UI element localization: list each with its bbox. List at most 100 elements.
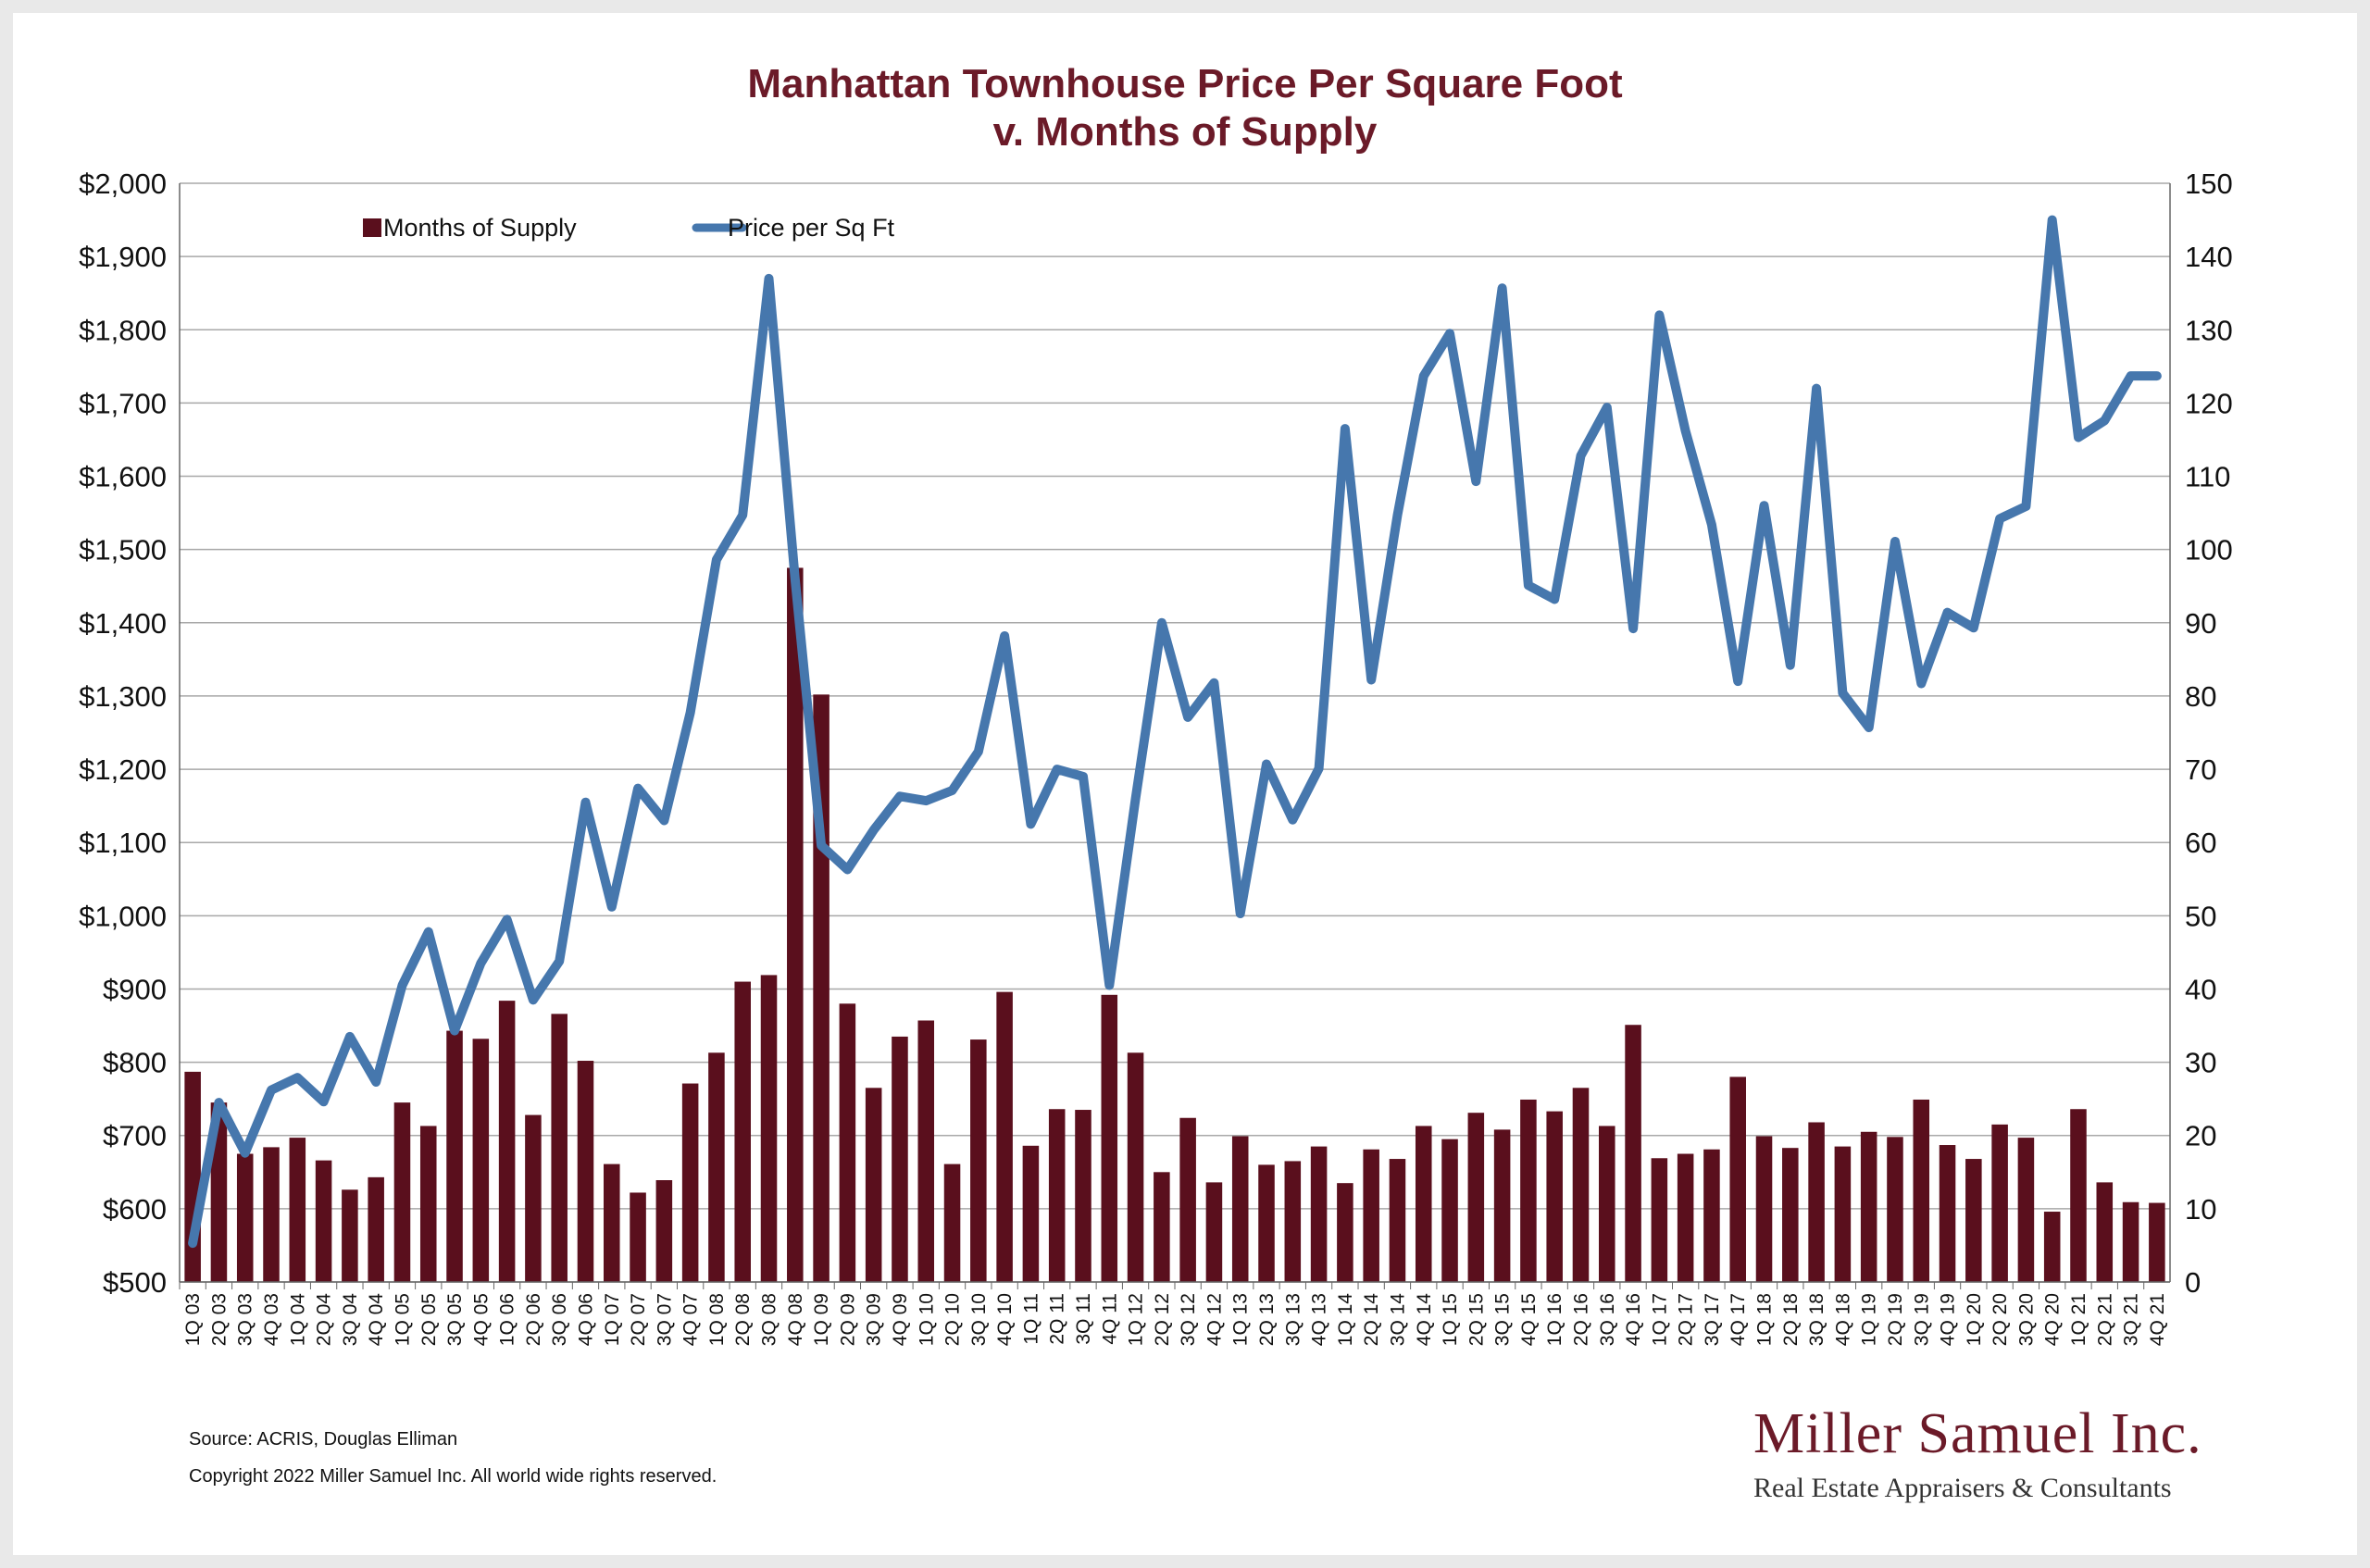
- bar: [1205, 1182, 1223, 1282]
- x-tick-label: 2Q 17: [1676, 1293, 1697, 1346]
- x-tick-label: 1Q 10: [916, 1293, 937, 1346]
- bar: [1572, 1088, 1590, 1282]
- x-tick-label: 3Q 03: [235, 1293, 256, 1346]
- bar: [1703, 1149, 1720, 1282]
- y-left-tick-label: $1,200: [79, 753, 167, 786]
- x-tick-label: 1Q 13: [1230, 1293, 1252, 1346]
- x-tick-label: 4Q 11: [1099, 1293, 1120, 1345]
- y-right-tick-label: 20: [2185, 1120, 2216, 1152]
- bar: [2096, 1182, 2114, 1282]
- bar: [1677, 1153, 1694, 1282]
- x-tick-label: 4Q 20: [2042, 1293, 2064, 1346]
- x-tick-label: 2Q 21: [2094, 1293, 2115, 1346]
- x-tick-label: 4Q 08: [785, 1293, 806, 1346]
- bar: [1520, 1099, 1537, 1282]
- bar: [1127, 1052, 1144, 1282]
- y-left-tick-label: $700: [103, 1120, 167, 1152]
- bar: [551, 1014, 568, 1282]
- bar: [1179, 1117, 1196, 1282]
- x-tick-label: 3Q 16: [1597, 1293, 1618, 1346]
- legend-label-months-of-supply: Months of Supply: [383, 214, 577, 242]
- x-tick-label: 2Q 15: [1466, 1293, 1487, 1346]
- x-tick-label: 4Q 19: [1938, 1293, 1959, 1346]
- bar: [419, 1126, 437, 1282]
- x-tick-label: 2Q 06: [523, 1293, 544, 1346]
- y-right-tick-label: 100: [2185, 534, 2233, 566]
- y-right-tick-label: 140: [2185, 241, 2233, 273]
- bar: [996, 991, 1013, 1282]
- x-tick-label: 4Q 21: [2147, 1293, 2168, 1346]
- bar: [734, 981, 751, 1282]
- y-right-tick-label: 60: [2185, 827, 2216, 859]
- bar: [655, 1180, 673, 1282]
- x-tick-label: 2Q 12: [1152, 1293, 1173, 1346]
- bar: [1415, 1126, 1432, 1282]
- bar: [1599, 1126, 1615, 1282]
- x-tick-label: 1Q 05: [392, 1293, 413, 1346]
- y-left-tick-label: $500: [103, 1266, 167, 1299]
- bar: [1022, 1145, 1040, 1282]
- bar: [1467, 1113, 1485, 1282]
- line-price-per-sqft: [188, 215, 2162, 1249]
- bar: [289, 1138, 306, 1282]
- bar: [184, 1071, 201, 1282]
- y-left-tick-label: $1,900: [79, 241, 167, 273]
- x-tick-label: 4Q 07: [680, 1293, 702, 1346]
- bar: [472, 1039, 490, 1282]
- bar: [681, 1083, 699, 1282]
- chart-page: Manhattan Townhouse Price Per Square Foo…: [13, 13, 2357, 1555]
- x-tick-label: 1Q 12: [1126, 1293, 1147, 1346]
- bar: [1808, 1122, 1825, 1282]
- bar: [943, 1164, 961, 1282]
- x-tick-label: 1Q 07: [602, 1293, 623, 1346]
- y-right-tick-label: 120: [2185, 387, 2233, 419]
- bar: [839, 1003, 856, 1282]
- bar: [2043, 1212, 2061, 1282]
- bar: [1337, 1183, 1353, 1282]
- x-tick-label: 1Q 06: [497, 1293, 518, 1346]
- bar: [760, 975, 778, 1282]
- y-right-tick-label: 110: [2185, 461, 2230, 493]
- x-tick-label: 3Q 06: [549, 1293, 570, 1346]
- legend-label-price: Price per Sq Ft: [728, 214, 895, 242]
- bar: [1729, 1076, 1746, 1282]
- bar: [1441, 1139, 1458, 1282]
- x-tick-label: 3Q 12: [1178, 1293, 1199, 1346]
- x-tick-label: 3Q 07: [654, 1293, 675, 1346]
- y-left-tick-label: $800: [103, 1047, 167, 1079]
- bar: [787, 567, 804, 1282]
- x-tick-label: 3Q 04: [340, 1293, 361, 1347]
- x-tick-label: 1Q 18: [1754, 1293, 1776, 1346]
- y-left-tick-label: $1,000: [79, 900, 167, 932]
- y-right-tick-label: 0: [2185, 1266, 2201, 1299]
- chart-title-line2: v. Months of Supply: [992, 109, 1378, 155]
- y-right-tick-label: 150: [2185, 168, 2233, 200]
- bar: [1939, 1145, 1956, 1282]
- x-tick-label: 3Q 17: [1702, 1293, 1723, 1346]
- bar: [1913, 1099, 1930, 1282]
- bar: [525, 1114, 542, 1282]
- y-left-tick-label: $1,400: [79, 607, 167, 640]
- chart-title-line1: Manhattan Townhouse Price Per Square Foo…: [747, 61, 1623, 106]
- y-right-tick-label: 40: [2185, 973, 2216, 1005]
- y-left-tick-label: $2,000: [79, 168, 167, 200]
- bar: [708, 1052, 725, 1282]
- x-tick-label: 1Q 04: [287, 1293, 308, 1347]
- x-tick-label: 2Q 14: [1361, 1293, 1382, 1347]
- bar: [577, 1061, 594, 1282]
- bar: [1075, 1110, 1091, 1282]
- bar: [1782, 1148, 1799, 1282]
- x-tick-label: 4Q 10: [994, 1293, 1016, 1346]
- x-tick-label: 2Q 16: [1570, 1293, 1591, 1346]
- chart-area: $500 $600 $700 $800 $900 $1,000 $1,100 $1,200 $1…: [79, 168, 2233, 1347]
- y-left-tick-label: $1,600: [79, 461, 167, 493]
- x-tick-label: 4Q 03: [261, 1293, 282, 1346]
- x-tick-label: 4Q 06: [575, 1293, 596, 1346]
- x-tick-label: 3Q 15: [1492, 1293, 1514, 1346]
- bars-months-of-supply: [184, 567, 2165, 1282]
- x-tick-label: 2Q 10: [942, 1293, 964, 1346]
- bar: [2149, 1202, 2165, 1282]
- bar: [1101, 994, 1118, 1282]
- bar: [315, 1160, 332, 1282]
- bar: [1048, 1109, 1066, 1282]
